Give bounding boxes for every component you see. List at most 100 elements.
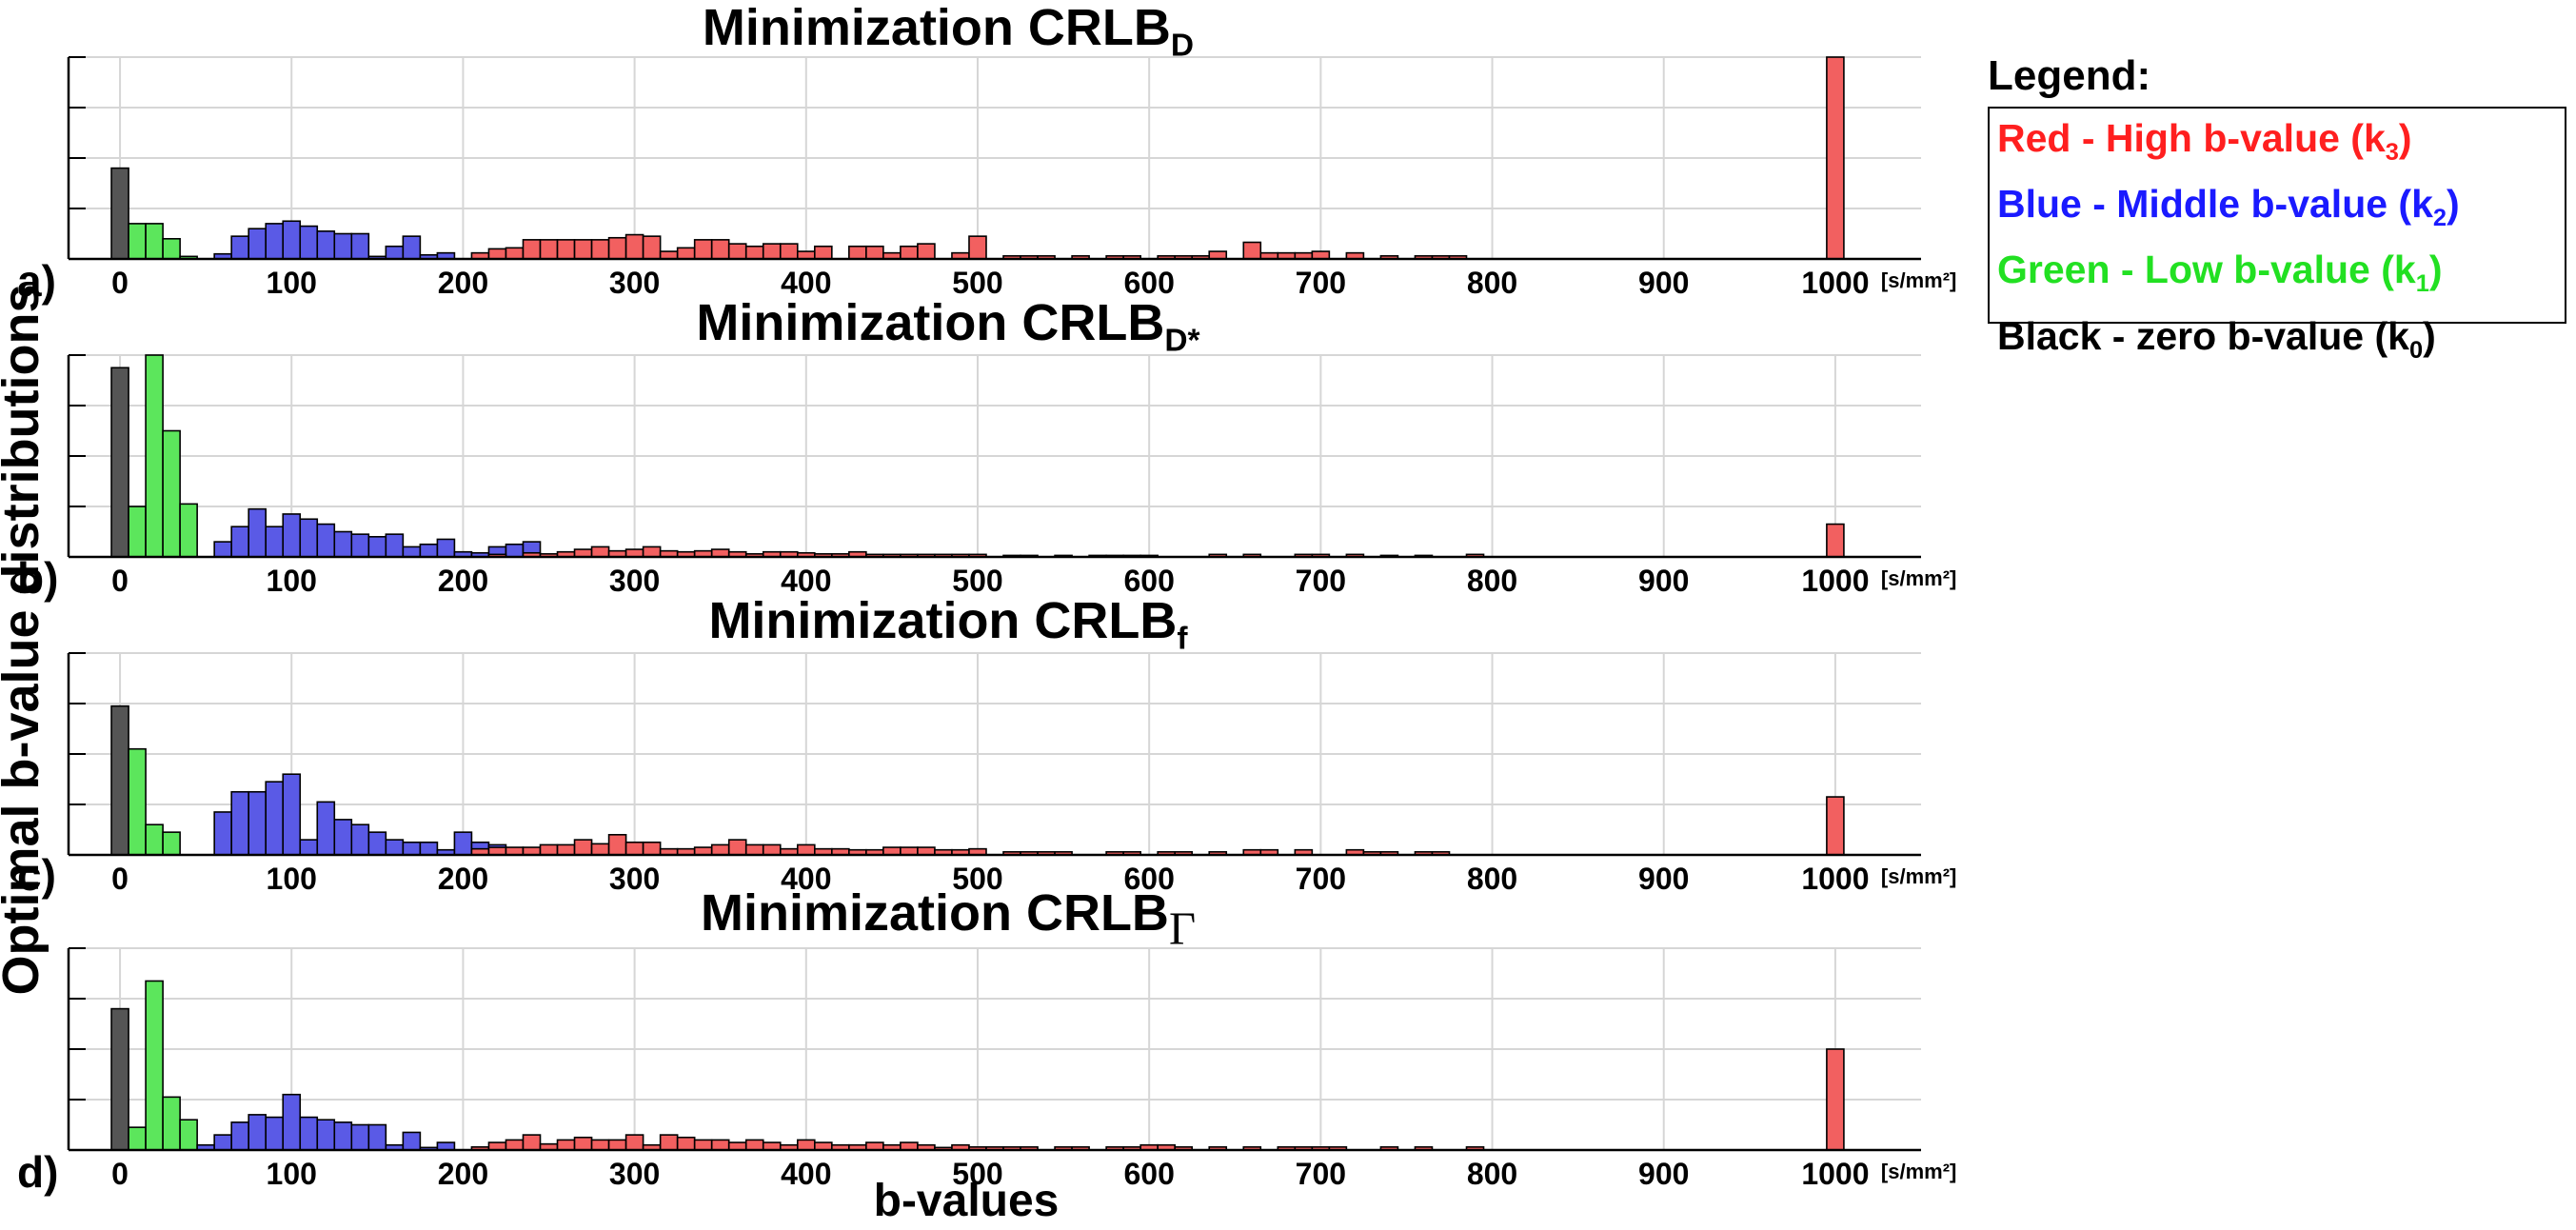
panel-a-bar-middle-140 [350,232,370,260]
legend-item-high: Red - High b-value (k3) [1997,112,2557,178]
panel-c-xtick-label-700: 700 [1296,862,1346,896]
panel-a-bar-high-290 [607,236,627,260]
panel-b-unit-label: [s/mm²] [1881,566,1956,590]
panel-d-bar-middle-90 [265,1116,285,1151]
panel-a-bar-high-1000 [1826,56,1845,260]
panel-a-xtick-label-800: 800 [1467,266,1517,300]
panel-b-bar-middle-160 [385,533,405,558]
panel-d-bar-middle-120 [316,1119,336,1151]
panel-c-xtick-label-0: 0 [111,862,129,896]
panel-b-xtick-label-300: 300 [609,564,660,598]
panel-c-bar-high-1000 [1826,796,1845,856]
panel-d-bar-low-30 [162,1096,181,1151]
panel-d-xtick-label-400: 400 [781,1157,831,1191]
panel-d-xtick-label-600: 600 [1123,1157,1174,1191]
legend-item-low-close: ) [2428,248,2443,292]
x-axis-label: b-values [873,1176,1060,1226]
panel-a-bar-high-470 [917,243,936,260]
panel-b: 0 100 200 300 400 500 600 700 800 900 1000 [s/mm²] [67,354,1956,598]
panel-a-bar-high-280 [590,239,610,260]
panel-b-bar-middle-170 [402,546,422,558]
panel-b-bar-middle-180 [419,543,439,558]
panel-a-bar-high-360 [727,243,747,260]
panel-a-bar-high-260 [556,239,576,260]
panel-b-xtick-label-700: 700 [1296,564,1346,598]
panel-d-bar-high-350 [710,1139,730,1151]
panel-a-bar-high-270 [573,239,593,260]
panel-c-bar-middle-80 [248,790,268,856]
panel-a-xtick-label-200: 200 [438,266,488,300]
panel-a-unit-label: [s/mm²] [1881,268,1956,292]
panel-b-xtick-label-1000: 1000 [1801,564,1869,598]
panel-d-bar-high-270 [573,1136,593,1151]
panel-d-xtick-label-700: 700 [1296,1157,1346,1191]
panel-d-bar-high-400 [796,1139,816,1151]
panel-d-xtick-label-900: 900 [1638,1157,1689,1191]
panel-b-title-main: Minimization CRLB [696,294,1165,351]
panel-b-bar-low-30 [162,429,181,558]
panel-d-xtick-label-800: 800 [1467,1157,1517,1191]
panel-d-bar-middle-60 [213,1134,232,1151]
legend-item-high-sub: 3 [2385,139,2399,167]
panel-c-bar-middle-100 [282,773,302,856]
panel-d-bar-middle-100 [282,1093,302,1151]
panel-c-bar-high-350 [710,843,730,856]
panel-a-bar-high-300 [624,233,644,260]
legend-item-zero-sub: 0 [2408,336,2424,364]
panel-a-bar-middle-120 [316,230,336,260]
legend-item-zero: Black - zero b-value (k0) [1997,310,2557,376]
legend-item-high-close: ) [2398,116,2412,160]
panel-d-bar-high-260 [556,1139,576,1151]
panel-d-letter: d) [17,1147,59,1197]
panel-b-bar-middle-110 [299,518,319,558]
panel-a-title-main: Minimization CRLB [702,0,1171,56]
legend-title: Legend: [1988,52,2151,99]
panel-d-bar-low-40 [179,1119,198,1151]
legend-item-zero-text: Black - zero b-value (k [1997,313,2409,358]
panel-c-bar-middle-170 [402,841,422,856]
panel-c-bar-high-250 [539,843,559,856]
panel-d-xtick-label-500: 500 [952,1157,1002,1191]
panel-c-bar-middle-130 [333,819,353,856]
panel-d-xtick-label-100: 100 [267,1157,317,1191]
legend-item-low-sub: 1 [2415,270,2429,298]
panel-c-bar-middle-160 [385,839,405,856]
panel-a-letter: a) [17,256,56,306]
panel-a-xtick-label-300: 300 [609,266,660,300]
panel-a-bar-middle-130 [333,232,353,260]
panel-c-bar-high-260 [556,843,576,856]
panel-b-bar-middle-150 [367,535,387,558]
panel-a-bar-middle-70 [230,235,249,260]
panel-b-title: Minimization CRLBD* [472,297,1424,357]
panel-d-bar-high-300 [624,1134,644,1151]
panel-d-bar-middle-70 [230,1121,249,1151]
panel-c-bar-high-310 [642,841,662,856]
panel-c-bar-middle-70 [230,790,249,856]
panel-b-bar-middle-230 [505,543,525,558]
legend-item-middle-text: Blue - Middle b-value (k [1997,182,2433,227]
panel-b-xtick-label-200: 200 [438,564,488,598]
panel-d-bar-high-230 [505,1139,525,1151]
panel-a-bar-high-350 [710,239,730,260]
panel-d: 0 100 200 300 400 500 600 700 800 900 1000 [s/mm²] [67,947,1956,1191]
panel-c-bar-middle-60 [213,811,232,856]
panel-a-bar-high-340 [693,239,713,260]
panel-a-xtick-label-0: 0 [111,266,129,300]
panel-c-title-main: Minimization CRLB [708,592,1178,649]
panel-d-xtick-label-200: 200 [438,1157,488,1191]
panel-a-xtick-label-600: 600 [1123,266,1174,300]
panel-a-xtick-label-1000: 1000 [1801,266,1869,300]
panel-d-bar-high-1000 [1826,1048,1845,1151]
panel-b-bar-high-310 [642,546,662,558]
legend-item-middle-close: ) [2447,182,2460,227]
panel-c-bar-middle-140 [350,823,370,856]
panel-b-xtick-label-100: 100 [267,564,317,598]
panel-a-bar-high-330 [676,247,696,260]
panel-b-xtick-label-400: 400 [781,564,831,598]
panel-d-bar-high-280 [590,1139,610,1151]
panel-a-bar-high-220 [487,248,507,260]
panel-a-bar-high-500 [968,235,987,260]
panel-b-bar-middle-190 [436,538,456,558]
panel-c-bar-low-20 [145,823,164,856]
panel-c-unit-label: [s/mm²] [1881,864,1956,888]
